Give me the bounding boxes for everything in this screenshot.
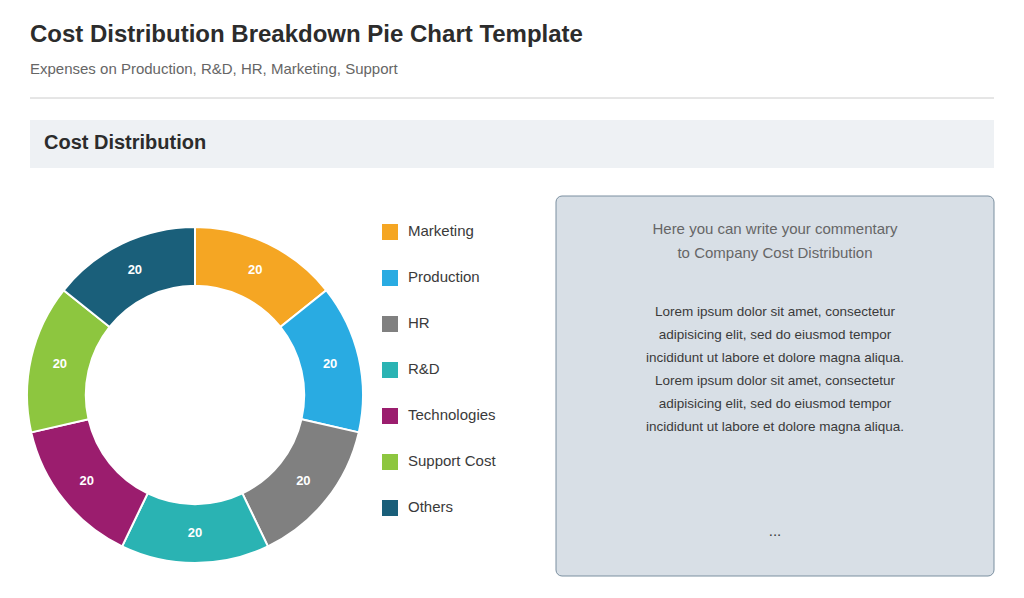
legend-label: R&D bbox=[408, 360, 440, 377]
legend-item: Others bbox=[382, 498, 453, 516]
data-label: 20 bbox=[323, 356, 337, 371]
legend-swatch bbox=[382, 454, 398, 470]
commentary-title-line: to Company Cost Distribution bbox=[677, 244, 872, 261]
legend-label: Others bbox=[408, 498, 453, 515]
section-title: Cost Distribution bbox=[44, 131, 206, 153]
legend-label: Support Cost bbox=[408, 452, 496, 469]
data-labels: 20 20 20 20 20 20 20 bbox=[53, 262, 338, 540]
slice bbox=[242, 419, 358, 546]
legend-label: Marketing bbox=[408, 222, 474, 239]
commentary-body-line: incididunt ut labore et dolore magna ali… bbox=[646, 419, 904, 434]
data-label: 20 bbox=[296, 473, 310, 488]
legend-swatch bbox=[382, 362, 398, 378]
legend-label: HR bbox=[408, 314, 430, 331]
legend-label: Technologies bbox=[408, 406, 496, 423]
data-label: 20 bbox=[128, 262, 142, 277]
slice bbox=[64, 227, 195, 327]
legend-item: Marketing bbox=[382, 222, 474, 240]
data-label: 20 bbox=[53, 356, 67, 371]
legend-item: HR bbox=[382, 314, 430, 332]
commentary-title: Here you can write your commentary to Com… bbox=[652, 220, 898, 261]
slice bbox=[31, 419, 147, 546]
commentary-title-line: Here you can write your commentary bbox=[652, 220, 898, 237]
commentary-box bbox=[556, 196, 994, 576]
legend-item: Technologies bbox=[382, 406, 496, 424]
separator bbox=[30, 98, 994, 99]
legend-swatch bbox=[382, 408, 398, 424]
legend: Marketing Production HR R&D Technologies Supp… bbox=[382, 222, 496, 516]
slice bbox=[122, 493, 268, 563]
subtitle: Expenses on Production, R&D, HR, Marketi… bbox=[30, 60, 399, 77]
plot bbox=[27, 227, 363, 563]
commentary-body-line: adipisicing elit, sed do eiusmod tempor bbox=[659, 327, 892, 342]
legend-swatch bbox=[382, 316, 398, 332]
legend-item: Production bbox=[382, 268, 480, 286]
commentary-ellipsis: ... bbox=[769, 522, 782, 539]
commentary-body-line: adipisicing elit, sed do eiusmod tempor bbox=[659, 396, 892, 411]
slice bbox=[280, 290, 363, 432]
data-label: 20 bbox=[188, 525, 202, 540]
legend-item: Support Cost bbox=[382, 452, 496, 470]
section-band bbox=[30, 120, 994, 168]
commentary-body-line: incididunt ut labore et dolore magna ali… bbox=[646, 350, 904, 365]
commentary-body-line: Lorem ipsum dolor sit amet, consectetur bbox=[655, 304, 896, 319]
commentary-body: Lorem ipsum dolor sit amet, consectetur a… bbox=[646, 304, 904, 434]
commentary-body-line: Lorem ipsum dolor sit amet, consectetur bbox=[655, 373, 896, 388]
chart: Cost Distribution Breakdown Pie Chart Te… bbox=[0, 0, 1024, 598]
title: Cost Distribution Breakdown Pie Chart Te… bbox=[30, 20, 583, 47]
legend-swatch bbox=[382, 270, 398, 286]
legend-item: R&D bbox=[382, 360, 440, 378]
legend-label: Production bbox=[408, 268, 480, 285]
data-label: 20 bbox=[248, 262, 262, 277]
data-label: 20 bbox=[79, 473, 93, 488]
legend-swatch bbox=[382, 500, 398, 516]
legend-swatch bbox=[382, 224, 398, 240]
